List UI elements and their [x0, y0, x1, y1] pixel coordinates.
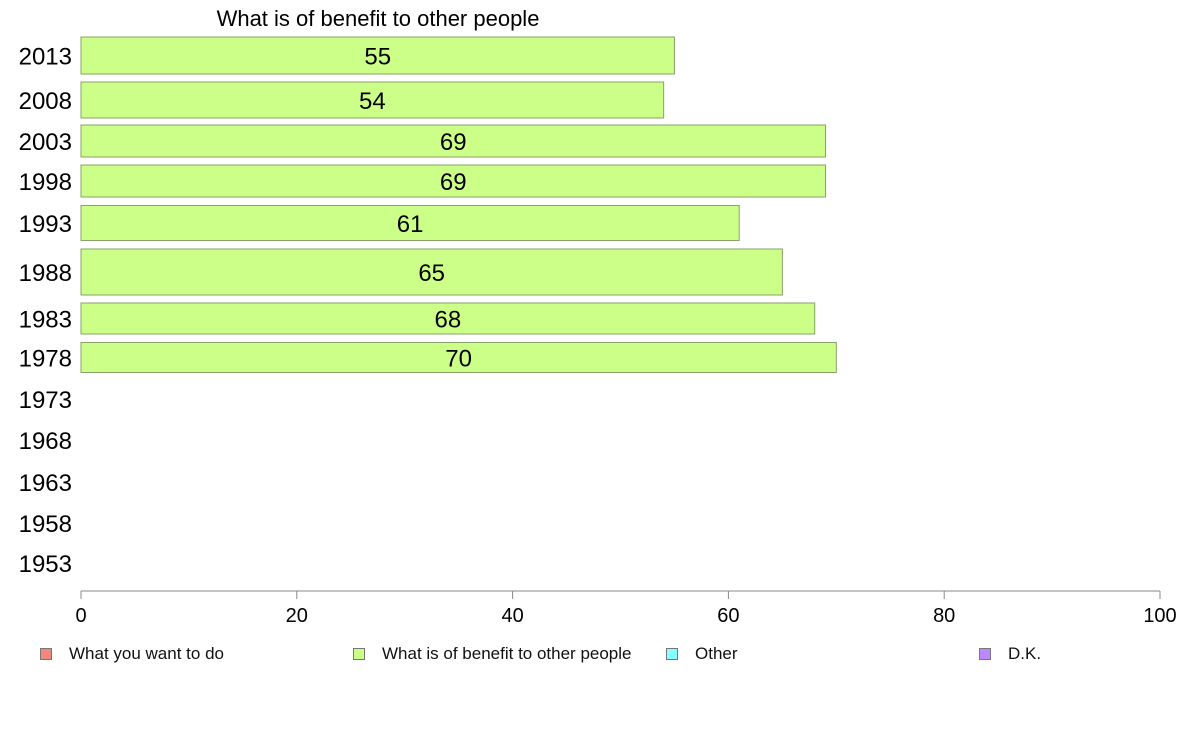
bar	[80, 164, 827, 198]
y-tick-label: 1988	[19, 260, 72, 287]
data-label: 65	[418, 260, 445, 287]
bar	[80, 36, 675, 75]
x-tick-label: 100	[1143, 605, 1176, 627]
y-tick-label: 2003	[19, 129, 72, 156]
bar	[80, 205, 740, 241]
x-tick-label: 0	[75, 605, 86, 627]
bar	[80, 302, 816, 335]
data-label: 54	[359, 88, 386, 115]
bar	[80, 248, 783, 296]
legend-swatch	[353, 648, 365, 660]
y-tick-label: 1963	[19, 470, 72, 497]
bars-group: 55 54 69 69 61 65 68 70	[80, 36, 837, 373]
data-label: 69	[440, 169, 467, 196]
x-tick-label: 20	[286, 605, 308, 627]
legend-label: D.K.	[1008, 644, 1042, 663]
legend-item: What you want to do	[40, 644, 224, 664]
legend-label: What you want to do	[69, 644, 224, 663]
bar	[80, 81, 665, 119]
legend: What you want to do What is of benefit to…	[0, 644, 1188, 668]
data-label: 55	[364, 44, 391, 71]
y-tick-label: 1998	[19, 169, 72, 196]
y-tick-label: 1993	[19, 211, 72, 238]
y-tick-label: 1983	[19, 307, 72, 334]
y-tick-label: 1978	[19, 346, 72, 373]
data-label: 68	[435, 307, 462, 334]
legend-item: What is of benefit to other people	[353, 644, 632, 664]
y-tick-label: 2008	[19, 88, 72, 115]
bar	[80, 342, 837, 373]
chart-title: What is of benefit to other people	[217, 6, 540, 31]
legend-swatch	[666, 648, 678, 660]
x-tick-label: 40	[501, 605, 523, 627]
legend-item: Other	[666, 644, 738, 664]
y-tick-label: 1973	[19, 387, 72, 414]
y-axis-labels: 2013 2008 2003 1998 1993 1988 1983 1978 1973 1968…	[19, 44, 72, 579]
y-tick-label: 1968	[19, 428, 72, 455]
legend-swatch	[40, 648, 52, 660]
y-tick-label: 1958	[19, 511, 72, 538]
x-axis: 0 20 40 60 80 100	[75, 590, 1177, 627]
x-tick-label: 60	[717, 605, 739, 627]
y-tick-label: 2013	[19, 44, 72, 71]
data-label: 69	[440, 129, 467, 156]
legend-label: What is of benefit to other people	[382, 644, 632, 663]
data-label: 61	[397, 211, 424, 238]
y-tick-label: 1953	[19, 551, 72, 578]
x-tick-label: 80	[933, 605, 955, 627]
legend-swatch	[979, 648, 991, 660]
data-label: 70	[445, 346, 472, 373]
bar	[80, 124, 827, 158]
legend-item: D.K.	[979, 644, 1041, 664]
legend-label: Other	[695, 644, 738, 663]
